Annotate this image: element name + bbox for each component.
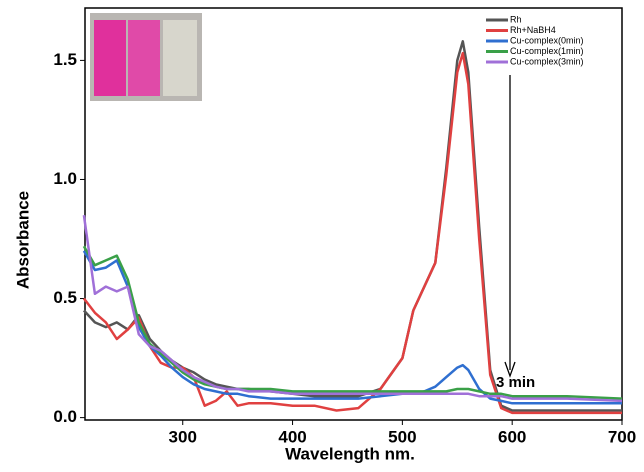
- series-line: [82, 250, 622, 405]
- arrow-head: [504, 361, 516, 378]
- x-tick-label: 700: [608, 427, 636, 446]
- inset-photo: [90, 13, 202, 101]
- annotation: 3 min: [496, 374, 535, 391]
- legend-label: Cu-complex(3min): [510, 56, 584, 66]
- legend-label: Cu-complex(1min): [510, 46, 584, 56]
- legend-label: Cu-complex(0min): [510, 35, 584, 45]
- y-tick-label: 1.5: [53, 50, 77, 69]
- y-tick-label: 0.0: [53, 407, 77, 426]
- x-tick-label: 600: [498, 427, 526, 446]
- legend-label: Rh+NaBH4: [510, 25, 556, 35]
- y-tick-label: 0.5: [53, 288, 77, 307]
- x-axis-label: Wavelength nm.: [285, 444, 415, 463]
- x-tick-label: 300: [169, 427, 197, 446]
- series-line: [82, 215, 623, 403]
- plot-frame: [84, 7, 623, 421]
- x-tick-label: 400: [278, 427, 306, 446]
- y-tick-label: 1.0: [53, 169, 77, 188]
- y-axis-label: Absorbance: [13, 191, 32, 289]
- legend-label: Rh: [510, 14, 522, 24]
- x-tick-label: 500: [388, 427, 416, 446]
- series-line: [82, 245, 623, 400]
